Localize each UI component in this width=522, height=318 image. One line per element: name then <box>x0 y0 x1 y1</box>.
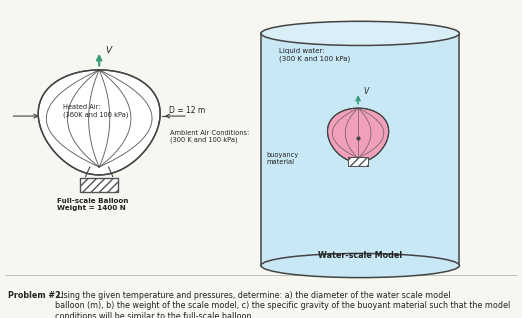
Text: Problem #2:: Problem #2: <box>8 291 64 300</box>
Text: D = 12 m: D = 12 m <box>169 106 205 115</box>
Polygon shape <box>38 70 160 175</box>
Bar <box>348 157 368 166</box>
Bar <box>261 33 459 266</box>
Text: Full-scale Balloon
Weight = 1400 N: Full-scale Balloon Weight = 1400 N <box>57 198 129 211</box>
Text: $V$: $V$ <box>105 44 114 55</box>
Text: $V$: $V$ <box>363 85 371 96</box>
Bar <box>80 178 118 192</box>
Ellipse shape <box>261 253 459 278</box>
Text: Using the given temperature and pressures, determine: a) the diameter of the wat: Using the given temperature and pressure… <box>55 291 510 318</box>
Polygon shape <box>327 108 389 162</box>
Ellipse shape <box>39 74 159 158</box>
Text: buoyancy
material: buoyancy material <box>266 153 299 165</box>
Text: Water-scale Model: Water-scale Model <box>318 251 402 259</box>
Bar <box>80 178 118 192</box>
Text: Heated Air:
(360K and 100 kPa): Heated Air: (360K and 100 kPa) <box>63 104 128 118</box>
Ellipse shape <box>261 21 459 45</box>
Text: Liquid water:
(300 K and 100 kPa): Liquid water: (300 K and 100 kPa) <box>279 48 350 62</box>
Text: Ambient Air Conditions:
(300 K and 100 kPa): Ambient Air Conditions: (300 K and 100 k… <box>170 129 249 143</box>
Bar <box>348 157 368 166</box>
